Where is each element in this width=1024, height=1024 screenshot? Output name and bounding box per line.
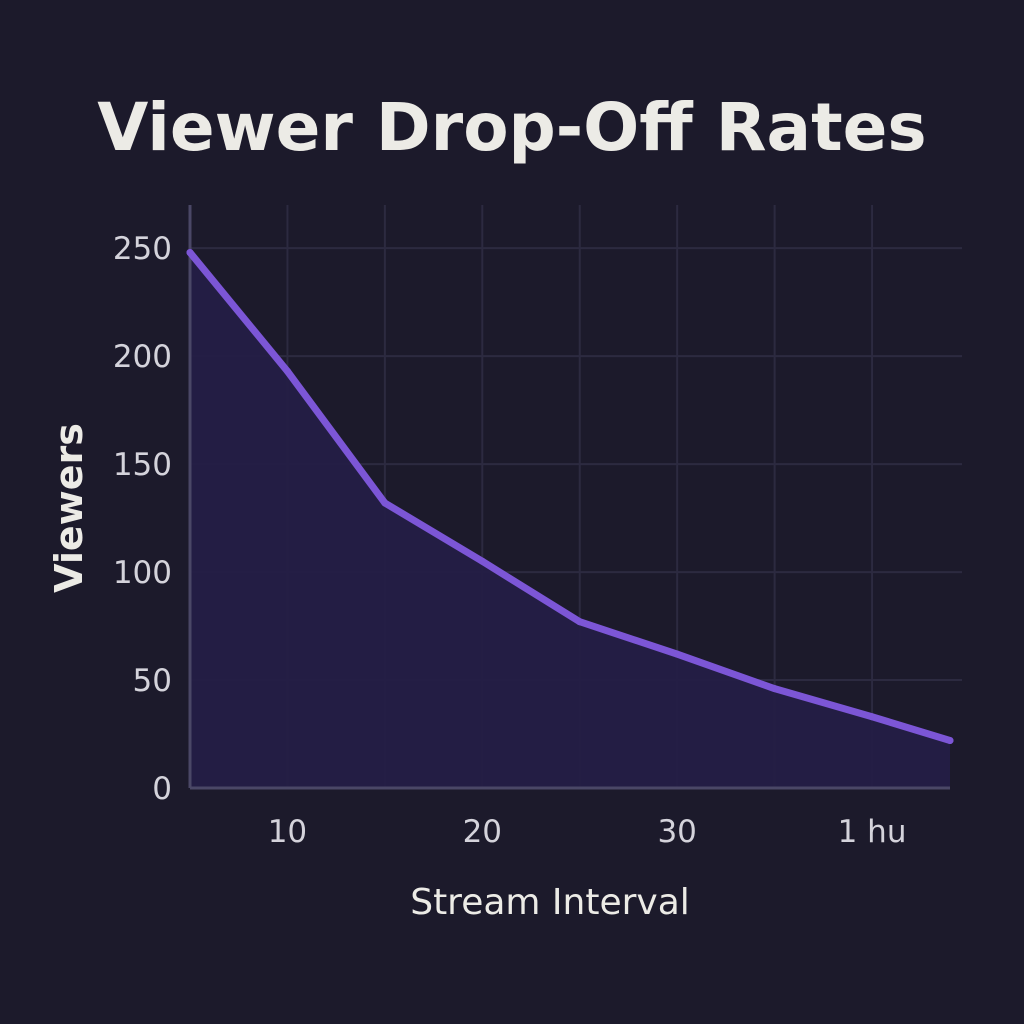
y-tick-label: 0 [152, 771, 172, 807]
y-tick-label: 250 [113, 231, 172, 267]
data-point [478, 557, 486, 565]
data-point [946, 736, 954, 744]
line-layer [186, 249, 954, 744]
data-point [673, 650, 681, 658]
area-layer [190, 252, 950, 788]
y-axis-label: Viewers [47, 423, 91, 593]
data-point [381, 499, 389, 507]
y-tick-label: 50 [133, 663, 172, 699]
data-point [868, 713, 876, 721]
data-point [283, 367, 291, 375]
x-tick-label: 30 [657, 814, 696, 850]
y-tick-labels: 0 50 100 150 200 250 [113, 231, 172, 807]
chart-title: Viewer Drop-Off Rates [97, 89, 926, 166]
data-point [576, 618, 584, 626]
x-tick-labels: 10 20 30 1 hu [268, 814, 907, 850]
data-point [186, 249, 194, 257]
x-axis-label: Stream Interval [410, 882, 690, 923]
y-tick-label: 150 [113, 447, 172, 483]
x-tick-label: 20 [463, 814, 502, 850]
area-fill [190, 252, 950, 788]
axes [188, 205, 950, 790]
x-tick-label: 1 hu [838, 814, 907, 850]
y-tick-label: 200 [113, 339, 172, 375]
y-tick-label: 100 [113, 555, 172, 591]
data-point [771, 685, 779, 693]
x-tick-label: 10 [268, 814, 307, 850]
